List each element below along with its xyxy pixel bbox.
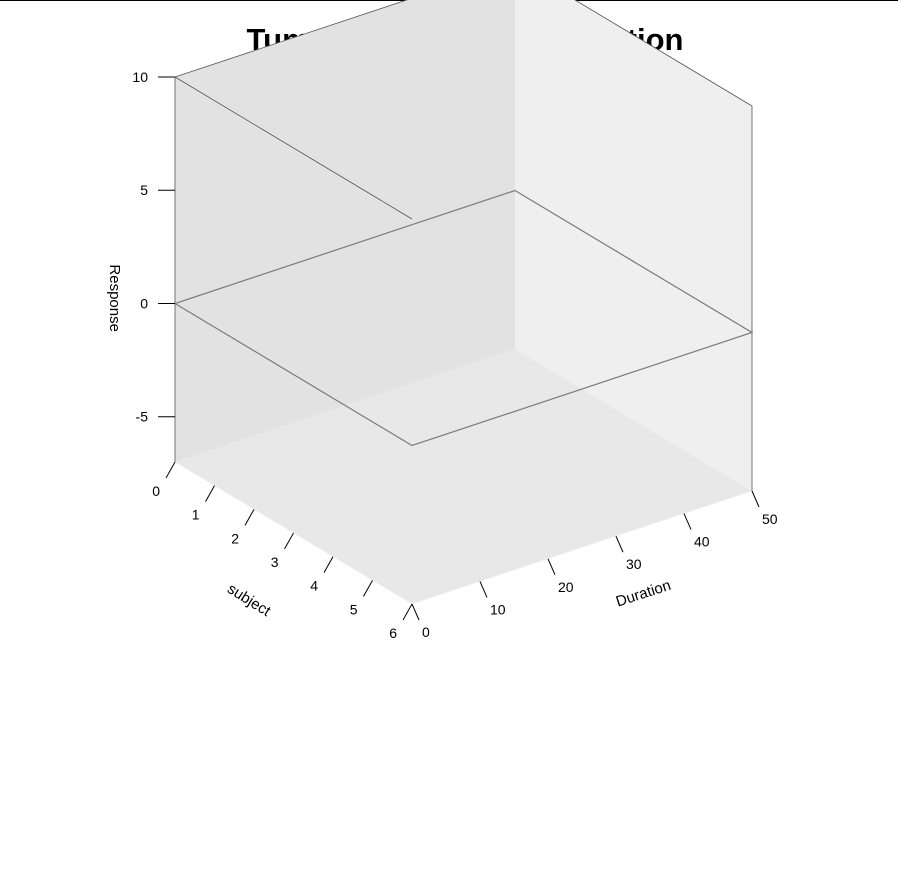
x-tick-label: 40 <box>694 534 710 550</box>
box-edge <box>174 0 408 78</box>
y-tick <box>205 485 215 502</box>
box-panes <box>174 0 753 604</box>
x-axis-title: Duration <box>614 577 673 611</box>
x-tick-label: 30 <box>626 556 642 572</box>
x-tick-label: 0 <box>422 624 430 640</box>
y-tick <box>165 461 176 479</box>
x-tick <box>547 558 556 576</box>
y-tick-label: 4 <box>310 578 318 594</box>
y-tick <box>244 509 255 526</box>
y-tick <box>363 580 373 597</box>
y-tick <box>323 556 334 573</box>
floor-pane <box>175 349 752 604</box>
z-tick-label: 0 <box>140 295 148 311</box>
z-tick-label: -5 <box>136 409 149 425</box>
reference-plane-outline <box>173 189 754 447</box>
z-tick-label: 5 <box>140 182 148 198</box>
reference-plane <box>173 189 754 447</box>
z-axis-title: Response <box>106 264 123 332</box>
x-tick-label: 10 <box>490 601 506 617</box>
y-tick-label: 2 <box>231 530 239 546</box>
y-tick-label: 6 <box>389 625 397 641</box>
z-tick-label: 10 <box>132 69 148 85</box>
y-tick-label: 5 <box>350 601 358 617</box>
x-tick <box>751 490 760 508</box>
box-edge <box>174 76 413 220</box>
x-tick <box>615 535 624 553</box>
x-tick-label: 50 <box>762 511 778 527</box>
y-tick-label: 1 <box>192 507 200 523</box>
back-wall-pane <box>175 0 515 462</box>
x-tick <box>411 603 420 621</box>
x-tick-label: 20 <box>558 579 574 595</box>
x-tick <box>479 581 488 598</box>
x-tick <box>683 513 692 530</box>
y-tick-label: 0 <box>152 483 160 499</box>
right-wall-pane <box>515 0 752 491</box>
box-edge <box>574 0 753 107</box>
y-axis-title: subject <box>224 580 274 620</box>
y-tick-label: 3 <box>271 554 279 570</box>
axis-ticks: -5 0 5 10 0 1 2 3 4 5 6 0 10 20 30 40 50 <box>132 69 777 641</box>
y-tick <box>402 603 413 621</box>
y-tick <box>284 532 294 550</box>
